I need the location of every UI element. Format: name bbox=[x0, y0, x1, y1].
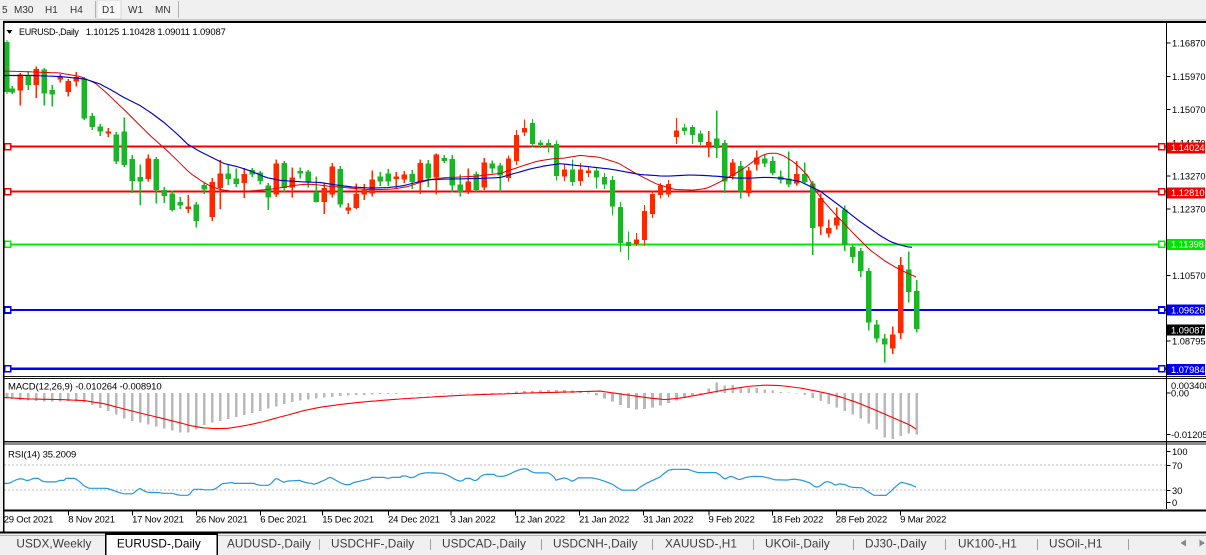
svg-text:|: | bbox=[944, 537, 947, 551]
svg-text:|: | bbox=[852, 537, 855, 551]
svg-text:|: | bbox=[318, 537, 321, 551]
svg-text:W1: W1 bbox=[128, 5, 143, 16]
svg-text:24 Dec 2021: 24 Dec 2021 bbox=[388, 515, 440, 526]
svg-text:USOil-,H1: USOil-,H1 bbox=[1049, 537, 1103, 551]
svg-text:MN: MN bbox=[155, 5, 171, 16]
svg-text:1.12810: 1.12810 bbox=[1171, 188, 1205, 198]
svg-text:1.14024: 1.14024 bbox=[1171, 143, 1205, 153]
svg-text:1.09087: 1.09087 bbox=[1171, 325, 1205, 335]
svg-text:0.0034080: 0.0034080 bbox=[1171, 381, 1206, 391]
svg-text:15 Dec 2021: 15 Dec 2021 bbox=[322, 515, 374, 526]
svg-text:DJ30-,Daily: DJ30-,Daily bbox=[865, 537, 927, 551]
svg-text:0.00: 0.00 bbox=[1171, 389, 1189, 399]
svg-text:1.16870: 1.16870 bbox=[1172, 39, 1206, 49]
svg-text:6 Dec 2021: 6 Dec 2021 bbox=[260, 515, 307, 526]
svg-text:3 Jan 2022: 3 Jan 2022 bbox=[451, 515, 496, 526]
svg-text:1.12370: 1.12370 bbox=[1172, 205, 1206, 215]
svg-text:31 Jan 2022: 31 Jan 2022 bbox=[643, 515, 693, 526]
svg-text:1.10570: 1.10570 bbox=[1172, 271, 1206, 281]
svg-text:9 Mar 2022: 9 Mar 2022 bbox=[900, 515, 946, 526]
svg-text:0: 0 bbox=[1172, 498, 1177, 508]
svg-text:RSI(14) 35.2009: RSI(14) 35.2009 bbox=[8, 450, 76, 461]
svg-text:USDX,Weekly: USDX,Weekly bbox=[16, 537, 91, 551]
svg-text:1.10125 1.10428 1.09011 1.0908: 1.10125 1.10428 1.09011 1.09087 bbox=[86, 27, 226, 38]
svg-text:|: | bbox=[429, 537, 432, 551]
svg-text:1.15970: 1.15970 bbox=[1172, 72, 1206, 82]
svg-text:-0.01205: -0.01205 bbox=[1171, 430, 1206, 440]
svg-text:|: | bbox=[1127, 537, 1130, 551]
svg-text:26 Nov 2021: 26 Nov 2021 bbox=[196, 515, 248, 526]
svg-text:H1: H1 bbox=[45, 5, 58, 16]
svg-text:XAUUSD-,H1: XAUUSD-,H1 bbox=[665, 537, 737, 551]
svg-text:USDCAD-,Daily: USDCAD-,Daily bbox=[442, 537, 526, 551]
svg-text:EURUSD-,Daily: EURUSD-,Daily bbox=[19, 27, 79, 37]
svg-text:100: 100 bbox=[1172, 447, 1188, 457]
svg-text:USDCHF-,Daily: USDCHF-,Daily bbox=[331, 537, 414, 551]
svg-text:MACD(12,26,9) -0.010264 -0.008: MACD(12,26,9) -0.010264 -0.008910 bbox=[8, 382, 162, 393]
svg-text:21 Jan 2022: 21 Jan 2022 bbox=[579, 515, 629, 526]
svg-text:30: 30 bbox=[1172, 486, 1182, 496]
svg-text:1.11398: 1.11398 bbox=[1171, 240, 1204, 250]
svg-text:|: | bbox=[540, 537, 543, 551]
svg-text:EURUSD-,Daily: EURUSD-,Daily bbox=[117, 537, 201, 551]
svg-text:17 Nov 2021: 17 Nov 2021 bbox=[132, 515, 184, 526]
svg-text:USDCNH-,Daily: USDCNH-,Daily bbox=[553, 537, 638, 551]
svg-text:1.15070: 1.15070 bbox=[1172, 105, 1206, 115]
svg-text:1.07984: 1.07984 bbox=[1171, 365, 1205, 375]
svg-text:UKOil-,Daily: UKOil-,Daily bbox=[765, 537, 830, 551]
svg-text:1.09626: 1.09626 bbox=[1171, 305, 1205, 315]
svg-text:9 Feb 2022: 9 Feb 2022 bbox=[709, 515, 755, 526]
svg-text:12 Jan 2022: 12 Jan 2022 bbox=[515, 515, 565, 526]
svg-text:|: | bbox=[752, 537, 755, 551]
svg-text:5: 5 bbox=[2, 5, 8, 16]
svg-text:18 Feb 2022: 18 Feb 2022 bbox=[772, 515, 823, 526]
svg-text:|: | bbox=[1036, 537, 1039, 551]
svg-text:D1: D1 bbox=[102, 5, 115, 16]
svg-text:29 Oct 2021: 29 Oct 2021 bbox=[4, 515, 54, 526]
svg-text:1.13270: 1.13270 bbox=[1172, 172, 1206, 182]
svg-text:M30: M30 bbox=[14, 5, 34, 16]
svg-text:1.08795: 1.08795 bbox=[1172, 337, 1206, 347]
svg-text:|: | bbox=[651, 537, 654, 551]
svg-text:70: 70 bbox=[1172, 461, 1182, 471]
svg-text:28 Feb 2022: 28 Feb 2022 bbox=[836, 515, 887, 526]
svg-text:H4: H4 bbox=[70, 5, 83, 16]
svg-text:AUDUSD-,Daily: AUDUSD-,Daily bbox=[227, 537, 311, 551]
svg-text:UK100-,H1: UK100-,H1 bbox=[958, 537, 1017, 551]
svg-text:8 Nov 2021: 8 Nov 2021 bbox=[68, 515, 115, 526]
